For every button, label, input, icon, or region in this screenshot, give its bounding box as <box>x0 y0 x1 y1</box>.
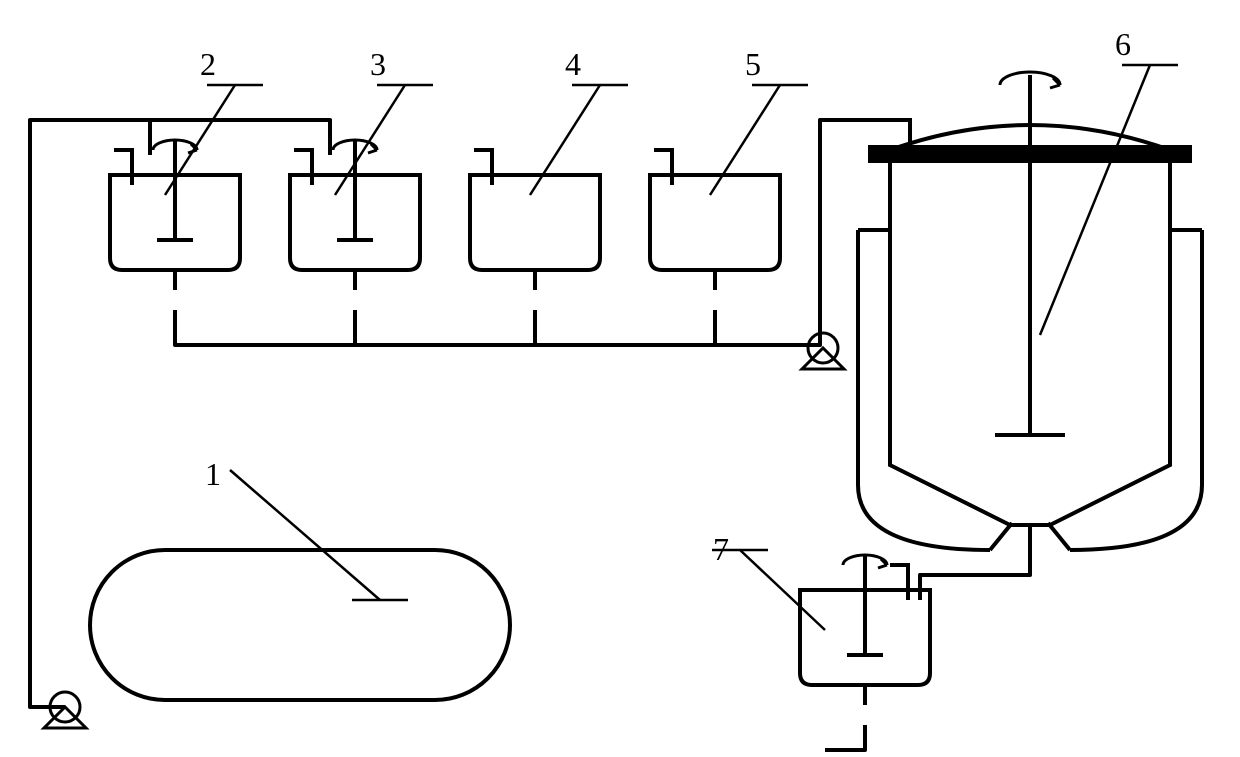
node-label-6: 6 <box>1115 26 1131 62</box>
node-label-1: 1 <box>205 456 221 492</box>
node-label-4: 4 <box>565 46 581 82</box>
node-label-7: 7 <box>713 531 729 567</box>
node-label-3: 3 <box>370 46 386 82</box>
process-diagram: 1 2 3 4 5 6 7 <box>0 0 1240 757</box>
node-label-5: 5 <box>745 46 761 82</box>
node-label-2: 2 <box>200 46 216 82</box>
